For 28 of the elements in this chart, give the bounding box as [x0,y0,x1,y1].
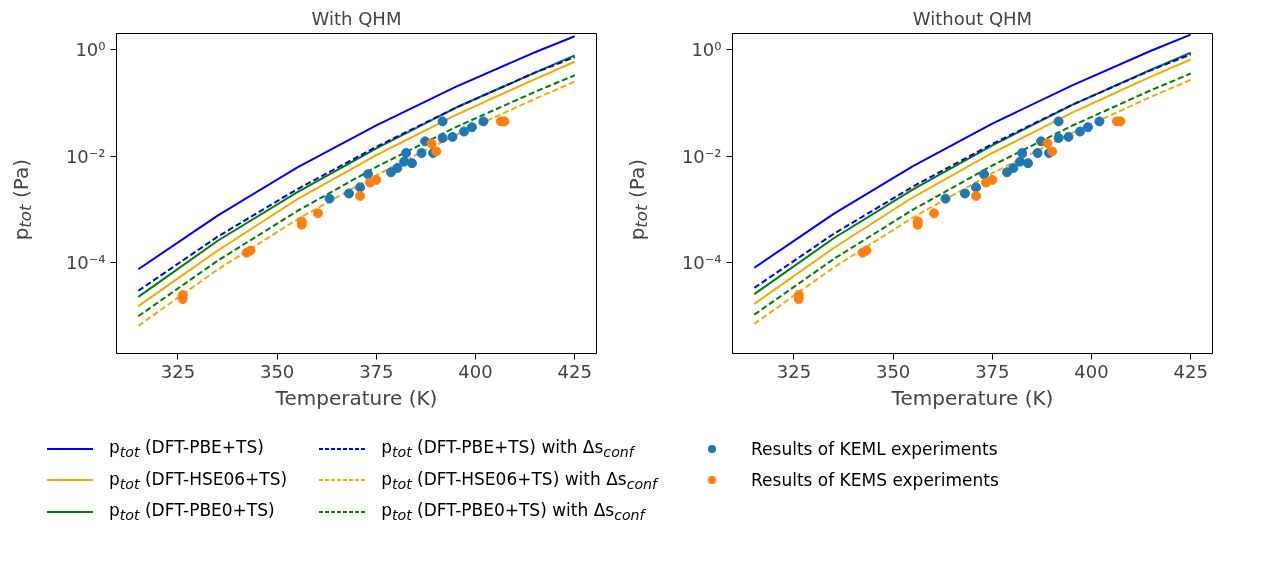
x-tick-label: 400 [458,360,493,382]
legend-label: Results of KEMS experiments [751,469,999,493]
legend-label: p$_{tot}$ (DFT-HSE06+TS) [109,467,288,494]
y-tick-label: 10⁻⁴ [65,252,106,274]
chart-title: Without QHM [912,7,1033,29]
x-tick-label: 350 [259,360,295,382]
chart-title: With QHM [311,7,402,29]
y-tick-label: 10⁰ [691,39,722,61]
x-tick-label: 425 [557,360,592,382]
legend-label: Results of KEML experiments [751,437,998,461]
x-tick-label: 350 [875,360,911,382]
x-tick-label: 325 [776,360,812,382]
x-axis-title: Temperature (K) [890,385,1054,410]
x-tick-label: 375 [975,360,1010,382]
y-tick-label: 10⁰ [75,39,106,61]
legend-label: p$_{tot}$ (DFT-PBE0+TS) with Δs$_{conf}$ [381,499,645,526]
x-tick-label: 425 [1173,360,1208,382]
y-tick-label: 10⁻² [65,145,106,167]
legend-label: p$_{tot}$ (DFT-PBE0+TS) [109,499,275,526]
legend-label: p$_{tot}$ (DFT-PBE+TS) [109,436,264,463]
legend-label: p$_{tot}$ (DFT-HSE06+TS) with Δs$_{conf}$ [381,467,658,494]
x-tick-label: 375 [359,360,394,382]
x-tick-label: 325 [160,360,196,382]
y-tick-label: 10⁻⁴ [681,252,722,274]
legend-label: p$_{tot}$ (DFT-PBE+TS) with Δs$_{conf}$ [381,436,634,463]
x-axis-title: Temperature (K) [274,385,438,410]
y-tick-label: 10⁻² [681,145,722,167]
x-tick-label: 400 [1074,360,1109,382]
